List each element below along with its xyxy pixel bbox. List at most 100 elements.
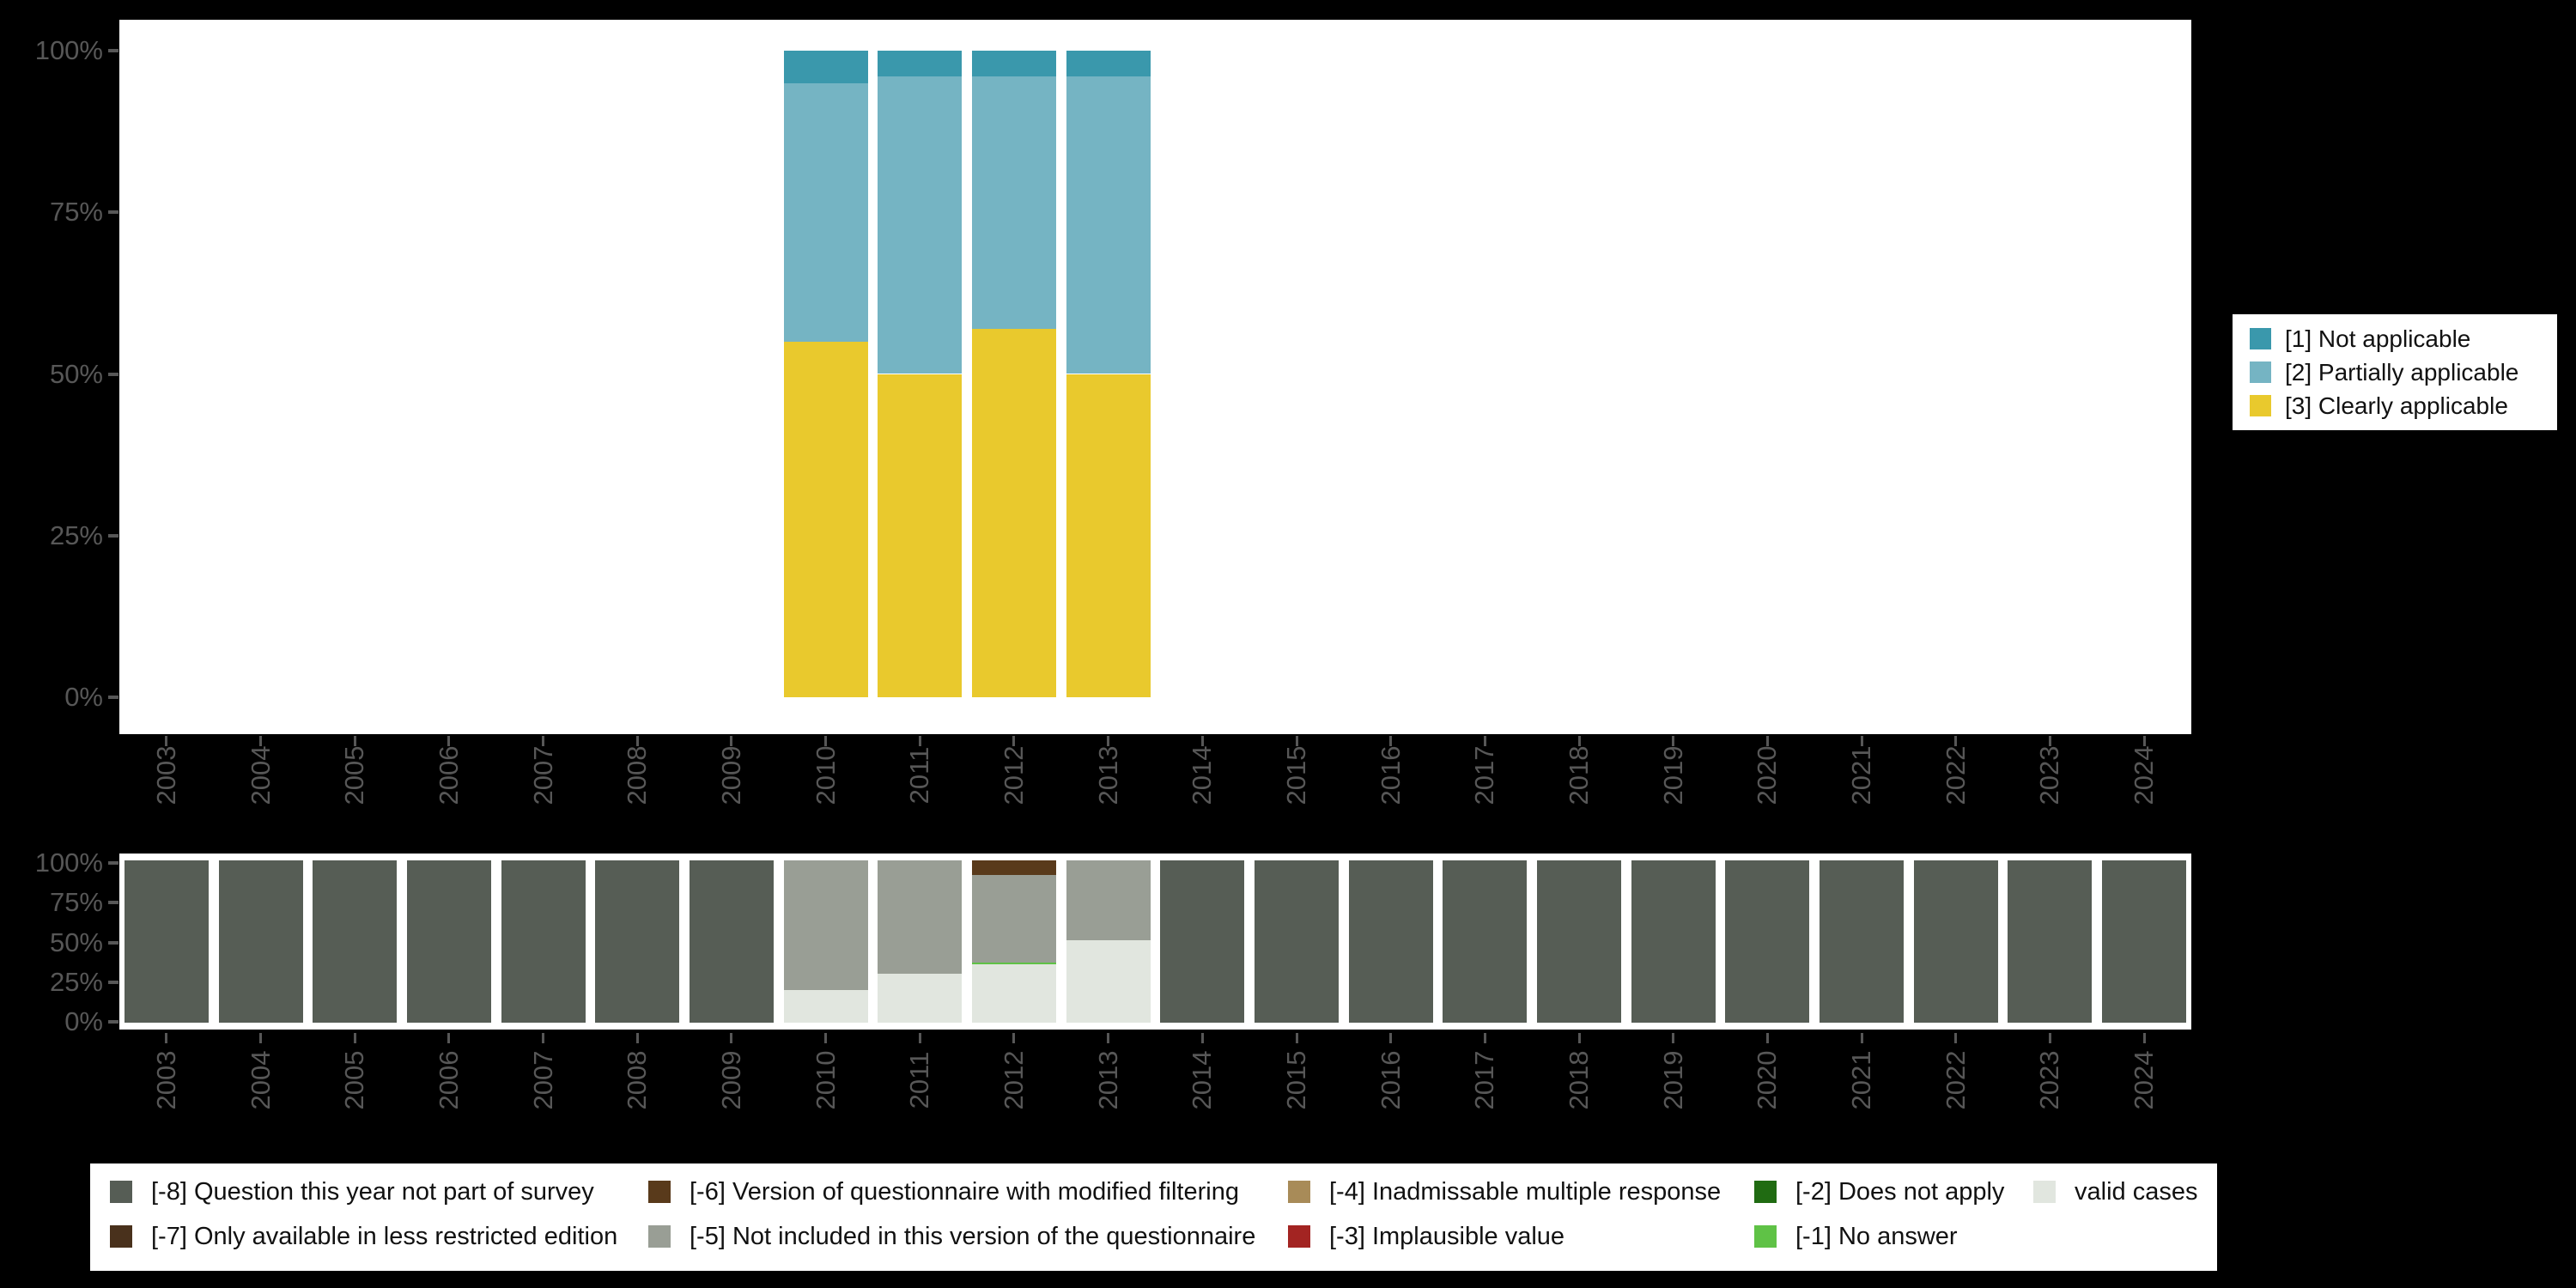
legend-swatch	[2033, 1181, 2056, 1203]
bottom-chart-bar-segment	[1443, 860, 1528, 1023]
legend-swatch	[110, 1181, 132, 1203]
bottom-chart-x-tick-label: 2013	[1092, 1050, 1123, 1110]
top-chart-x-tick-label: 2021	[1846, 745, 1877, 805]
legend-label: [-8] Question this year not part of surv…	[151, 1178, 594, 1206]
top-chart-x-tick-mark	[1107, 736, 1110, 746]
bottom-chart-y-tick-label: 50%	[49, 927, 103, 957]
top-chart-x-tick-label: 2013	[1092, 745, 1123, 805]
bottom-chart-x-tick-label: 2019	[1657, 1050, 1688, 1110]
legend-label: [-6] Version of questionnaire with modif…	[690, 1178, 1239, 1206]
top-chart-x-tick-mark	[165, 736, 168, 746]
bottom-chart-y-tick-mark	[108, 940, 118, 945]
bottom-chart-bar-segment	[124, 860, 209, 1023]
bottom-chart-bar-segment	[971, 875, 1056, 963]
top-chart-legend: [1] Not applicable [2] Partially applicab…	[2233, 314, 2557, 430]
bottom-chart-x-tick-mark	[1200, 1033, 1204, 1043]
top-chart-plot-area	[119, 20, 2191, 734]
legend-label: [3] Clearly applicable	[2285, 392, 2508, 419]
top-chart-bar-segment	[783, 341, 868, 697]
legend-swatch	[2250, 328, 2271, 349]
top-chart-x-tick-label: 2007	[527, 745, 558, 805]
legend-label: valid cases	[2075, 1178, 2198, 1206]
top-chart-x-tick-mark	[1200, 736, 1204, 746]
bottom-chart-legend: [-8] Question this year not part of surv…	[90, 1163, 2217, 1271]
bottom-chart-bar-segment	[1066, 939, 1151, 1023]
bottom-chart-y-tick-label: 75%	[49, 887, 103, 918]
top-chart-x-tick-label: 2019	[1657, 745, 1688, 805]
bottom-chart-bar-segment	[1913, 860, 1998, 1023]
bottom-chart-x-tick-label: 2005	[339, 1050, 370, 1110]
top-chart-bar-segment	[878, 51, 963, 77]
legend-label: [-4] Inadmissable multiple response	[1329, 1178, 1722, 1206]
top-chart-x-tick-mark	[1295, 736, 1298, 746]
bottom-chart-x-tick-label: 2012	[998, 1050, 1029, 1110]
bottom-chart-bar-segment	[971, 860, 1056, 875]
bottom-chart-x-tick-mark	[1483, 1033, 1486, 1043]
top-chart-x-tick-label: 2017	[1469, 745, 1500, 805]
bottom-chart-x-tick-label: 2004	[245, 1050, 276, 1110]
top-chart-bar-segment	[971, 76, 1056, 329]
bottom-chart-y-tick-label: 0%	[64, 1006, 103, 1036]
bottom-chart-x-tick-label: 2007	[527, 1050, 558, 1110]
bottom-chart-x-tick-label: 2006	[433, 1050, 464, 1110]
top-chart-x-tick-label: 2012	[998, 745, 1029, 805]
top-chart-x-tick-mark	[918, 736, 921, 746]
bottom-chart-bar-segment	[1066, 860, 1151, 940]
bottom-chart-x-tick-mark	[1860, 1033, 1863, 1043]
top-chart-x-tick-mark	[353, 736, 356, 746]
legend-swatch	[2250, 361, 2271, 383]
bottom-chart-bar-segment	[595, 860, 680, 1023]
bottom-chart-x-tick-mark	[918, 1033, 921, 1043]
bottom-chart-x-tick-mark	[824, 1033, 828, 1043]
top-chart-y-tick-mark	[108, 533, 118, 538]
legend-swatch	[1754, 1225, 1777, 1248]
legend-swatch	[1288, 1181, 1310, 1203]
top-chart-y-tick-label: 0%	[64, 682, 103, 712]
bottom-chart-bar-segment	[783, 990, 868, 1023]
top-chart-y-tick-label: 25%	[49, 519, 103, 550]
bottom-chart-x-tick-mark	[1954, 1033, 1958, 1043]
bottom-chart-x-tick-label: 2008	[622, 1050, 653, 1110]
top-chart-x-tick-label: 2011	[904, 746, 935, 805]
top-chart-x-tick-mark	[2142, 736, 2146, 746]
bottom-chart-bar-segment	[313, 860, 398, 1023]
top-chart-x-tick-mark	[1483, 736, 1486, 746]
top-chart-x-tick-label: 2003	[150, 745, 181, 805]
top-chart-x-tick-label: 2008	[622, 745, 653, 805]
top-chart-x-tick-mark	[824, 736, 828, 746]
top-chart-x-tick-mark	[1954, 736, 1958, 746]
top-chart-y-tick-label: 75%	[49, 197, 103, 228]
bottom-chart-x-tick-label: 2020	[1752, 1050, 1783, 1110]
top-chart-x-tick-label: 2010	[810, 745, 841, 805]
bottom-chart-bar-segment	[218, 860, 303, 1023]
top-chart-bar-segment	[1066, 374, 1151, 697]
bottom-chart-x-tick-label: 2017	[1469, 1050, 1500, 1110]
bottom-chart-x-tick-mark	[2048, 1033, 2051, 1043]
legend-label: [2] Partially applicable	[2285, 358, 2519, 386]
bottom-chart-bar-segment	[971, 963, 1056, 1023]
top-chart-bar-segment	[1066, 51, 1151, 77]
bottom-chart-x-tick-label: 2010	[810, 1050, 841, 1110]
top-chart-x-tick-label: 2022	[1940, 745, 1971, 805]
bottom-chart-x-tick-label: 2016	[1375, 1050, 1406, 1110]
bottom-chart-y-tick-mark	[108, 901, 118, 905]
top-chart-x-tick-mark	[2048, 736, 2051, 746]
bottom-chart-bar-segment	[1348, 860, 1433, 1023]
bottom-chart-x-tick-mark	[1012, 1033, 1016, 1043]
legend-label: [1] Not applicable	[2285, 325, 2471, 352]
top-chart-bar-segment	[878, 76, 963, 374]
bottom-chart-bar-segment	[1255, 860, 1340, 1023]
bottom-chart-x-tick-label: 2011	[904, 1051, 935, 1109]
bottom-chart-bar-segment	[1537, 860, 1622, 1023]
top-chart-x-tick-mark	[542, 736, 545, 746]
bottom-chart-x-tick-mark	[730, 1033, 733, 1043]
bottom-chart-x-tick-label: 2022	[1940, 1050, 1971, 1110]
bottom-chart-bar-segment	[971, 963, 1056, 964]
bottom-chart-x-tick-mark	[2142, 1033, 2146, 1043]
bottom-chart-x-tick-mark	[447, 1033, 451, 1043]
bottom-chart-bar-segment	[501, 860, 586, 1023]
legend-swatch	[1754, 1181, 1777, 1203]
top-chart-x-tick-label: 2023	[2034, 745, 2065, 805]
top-chart-bar-segment	[878, 374, 963, 697]
bottom-chart-x-tick-mark	[1765, 1033, 1769, 1043]
